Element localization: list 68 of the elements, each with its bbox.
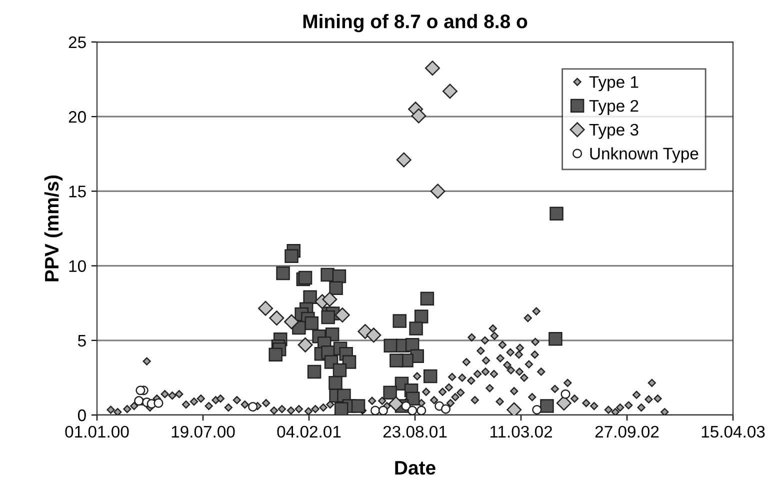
point	[556, 396, 572, 411]
point	[276, 266, 290, 280]
point	[548, 332, 562, 346]
point	[248, 402, 258, 412]
y-tick-label: 0	[78, 409, 86, 422]
point	[411, 108, 426, 124]
legend-label: Type 2	[589, 100, 638, 116]
point	[408, 406, 418, 415]
x-tick-label: 01.01.00	[65, 426, 129, 438]
point	[414, 310, 428, 324]
point	[268, 348, 282, 362]
point	[332, 363, 347, 378]
point	[390, 354, 404, 368]
point	[258, 300, 274, 316]
point	[430, 184, 446, 199]
y-tick-label: 10	[69, 260, 86, 272]
legend-label: Type 1	[589, 76, 638, 92]
point	[423, 369, 438, 384]
x-tick-label: 19.07.00	[172, 426, 235, 438]
point	[298, 337, 313, 352]
y-axis-title: PPV (mm/s)	[44, 175, 62, 282]
point	[388, 396, 404, 412]
point	[384, 338, 398, 352]
point	[269, 310, 284, 326]
point	[370, 406, 380, 415]
point	[366, 328, 382, 343]
x-tick-label: 27.09.02	[595, 426, 659, 438]
x-axis-title: Date	[395, 461, 436, 475]
legend-label: Type 3	[589, 124, 638, 139]
point	[540, 399, 554, 413]
point	[154, 398, 164, 408]
point	[136, 386, 146, 396]
point	[328, 376, 342, 390]
point	[420, 292, 434, 306]
point	[442, 84, 458, 99]
point	[321, 310, 335, 324]
legend-label: Unknown Type	[590, 147, 698, 163]
x-tick-label: 23.08.01	[383, 426, 447, 438]
point	[409, 322, 423, 336]
y-tick-label: 15	[69, 186, 86, 198]
point	[334, 308, 350, 323]
point	[284, 314, 300, 330]
chart-title: Mining of 8.7 o and 8.8 o	[303, 14, 528, 32]
point	[392, 314, 407, 328]
point	[307, 364, 322, 379]
x-tick-label: 15.04.03	[702, 426, 765, 438]
point	[322, 292, 338, 307]
point	[351, 399, 366, 413]
point	[396, 152, 412, 168]
x-tick-label: 11.03.02	[490, 426, 552, 438]
y-tick-label: 25	[68, 36, 86, 48]
point	[440, 404, 451, 414]
point	[506, 402, 522, 415]
point	[284, 249, 298, 263]
point	[304, 316, 319, 330]
point	[550, 206, 564, 220]
point	[383, 386, 397, 400]
point	[329, 281, 343, 296]
y-tick-label: 20	[68, 111, 86, 123]
point	[334, 402, 348, 415]
point	[532, 404, 542, 415]
point	[134, 396, 144, 406]
point	[416, 406, 426, 415]
point	[560, 389, 570, 399]
point	[424, 60, 440, 76]
x-tick-label: 04.02.01	[277, 426, 341, 438]
point	[378, 406, 388, 415]
y-tick-label: 5	[78, 334, 86, 347]
